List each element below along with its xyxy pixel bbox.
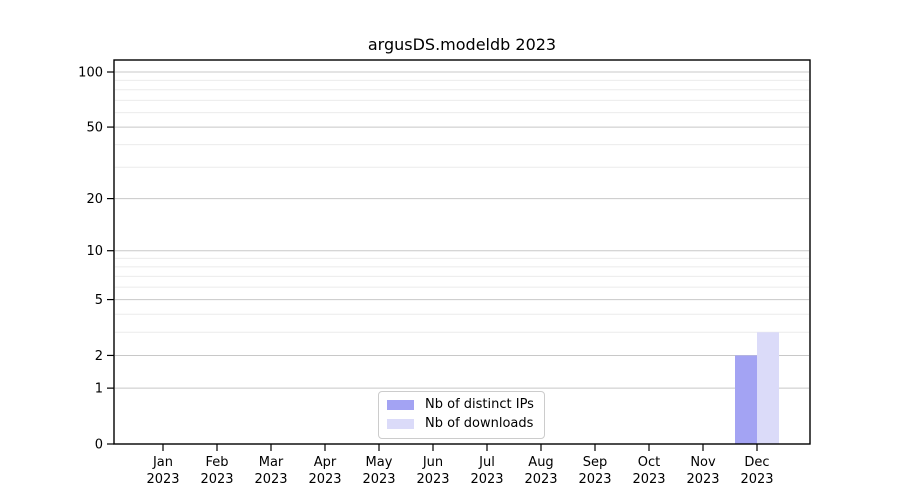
x-tick-label-month: Jun bbox=[422, 455, 443, 470]
y-minor-gridlines bbox=[115, 79, 809, 333]
x-axis-ticks: Jan 2023 Feb 2023 Mar 2023 Apr 2023 May 2023 Jun 20… bbox=[146, 444, 774, 487]
x-tick-label-year: 2023 bbox=[632, 472, 665, 487]
y-axis-ticks: 0 1 2 5 10 20 50 100 bbox=[78, 66, 114, 453]
x-tick-label-month: Apr bbox=[314, 455, 337, 470]
chart-title: argusDS.modeldb 2023 bbox=[367, 35, 557, 54]
legend: Nb of distinct IPs Nb of downloads bbox=[378, 391, 545, 439]
x-tick-label-year: 2023 bbox=[578, 472, 611, 487]
x-tick-label-year: 2023 bbox=[740, 472, 773, 487]
y-major-gridlines bbox=[115, 71, 809, 389]
legend-label-downloads: Nb of downloads bbox=[425, 416, 534, 431]
y-tick-label: 1 bbox=[95, 382, 103, 397]
legend-label-distinct-ips: Nb of distinct IPs bbox=[425, 397, 534, 412]
x-tick-label-month: Dec bbox=[744, 455, 769, 470]
x-tick-label-year: 2023 bbox=[146, 472, 179, 487]
x-tick-label-year: 2023 bbox=[470, 472, 503, 487]
x-tick-label-month: Oct bbox=[638, 455, 660, 470]
bar-dec-series1 bbox=[757, 332, 779, 444]
legend-swatch-downloads bbox=[387, 419, 414, 429]
x-tick-label-month: Jan bbox=[152, 455, 173, 470]
x-tick-label-month: Jul bbox=[478, 455, 495, 470]
x-tick-label-year: 2023 bbox=[254, 472, 287, 487]
bar-dec-series0 bbox=[735, 355, 757, 444]
axes-frame bbox=[113, 59, 811, 445]
y-tick-label: 5 bbox=[95, 293, 103, 308]
x-tick-label-month: Mar bbox=[259, 455, 284, 470]
y-tick-label: 100 bbox=[78, 66, 103, 81]
x-tick-label-month: Sep bbox=[583, 455, 608, 470]
legend-item-downloads: Nb of downloads bbox=[387, 416, 534, 432]
x-tick-label-month: May bbox=[366, 455, 393, 470]
y-tick-label: 2 bbox=[95, 349, 103, 364]
x-tick-label-month: Nov bbox=[690, 455, 716, 470]
legend-item-distinct-ips: Nb of distinct IPs bbox=[387, 397, 534, 413]
x-tick-label-month: Aug bbox=[528, 455, 553, 470]
x-tick-label-year: 2023 bbox=[416, 472, 449, 487]
x-tick-label-year: 2023 bbox=[362, 472, 395, 487]
legend-swatch-distinct-ips bbox=[387, 400, 414, 410]
x-tick-label-year: 2023 bbox=[200, 472, 233, 487]
y-tick-label: 50 bbox=[86, 121, 103, 136]
x-tick-label-year: 2023 bbox=[308, 472, 341, 487]
x-tick-label-year: 2023 bbox=[524, 472, 557, 487]
bars bbox=[735, 332, 779, 444]
x-tick-label-month: Feb bbox=[205, 455, 228, 470]
y-tick-label: 0 bbox=[95, 438, 103, 453]
y-tick-label: 10 bbox=[86, 244, 103, 259]
x-tick-label-year: 2023 bbox=[686, 472, 719, 487]
y-tick-label: 20 bbox=[86, 192, 103, 207]
